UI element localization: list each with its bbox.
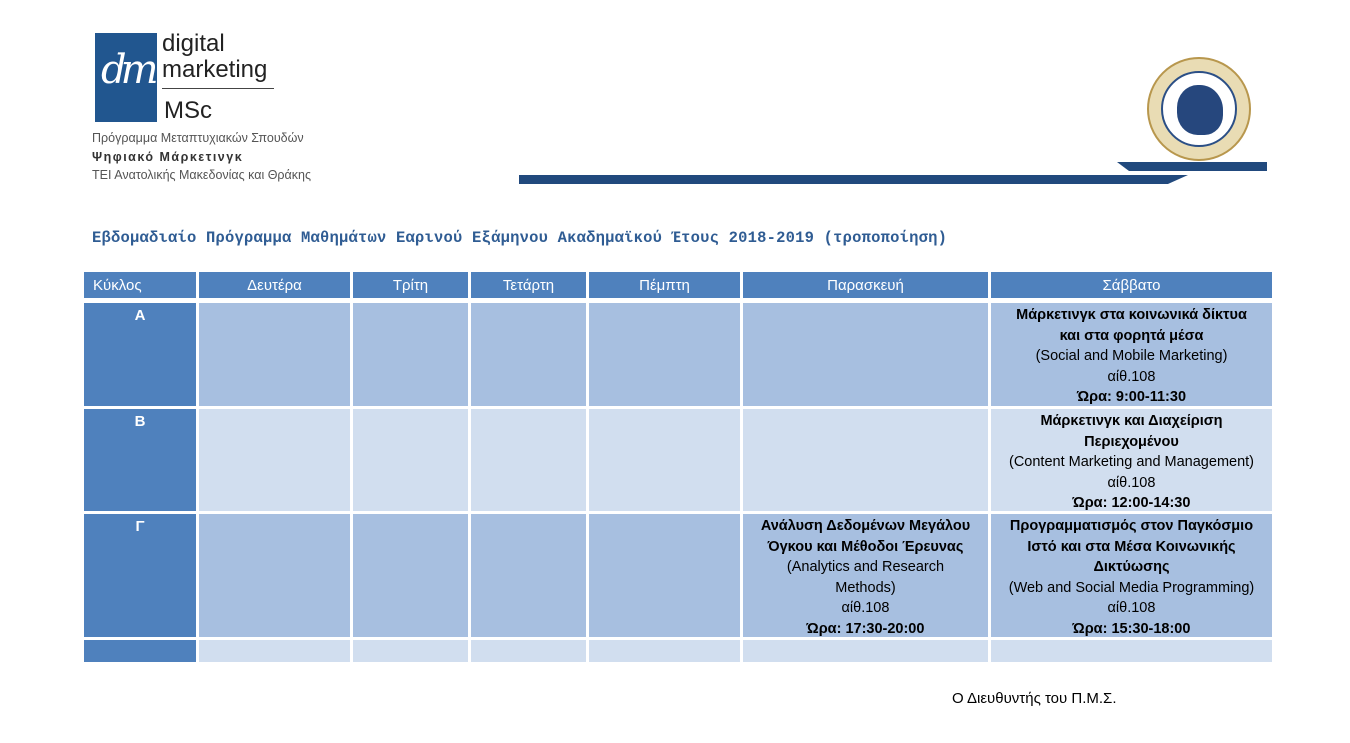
- institution-name: ΤΕΙ Ανατολικής Μακεδονίας και Θράκης: [92, 168, 312, 182]
- header-bar-short: [1117, 162, 1267, 171]
- cycle-a: Α: [84, 303, 196, 406]
- course-time: Ώρα: 17:30-20:00: [806, 620, 925, 637]
- course-room: αίθ.108: [841, 600, 890, 616]
- cell-empty-wednesday: [471, 640, 586, 662]
- course-time: Ώρα: 15:30-18:00: [1072, 620, 1191, 637]
- course-title-line: Δικτύωσης: [1093, 559, 1170, 575]
- course-content-marketing: Μάρκετινγκ και Διαχείριση Περιεχομένου (…: [991, 409, 1272, 511]
- course-social-mobile-marketing: Μάρκετινγκ στα κοινωνικά δίκτυα και στα …: [991, 303, 1272, 406]
- logo-mark: dm: [95, 33, 158, 122]
- header-saturday: Σάββατο: [991, 272, 1272, 298]
- logo-text-digital: digital: [162, 30, 225, 57]
- course-title-line: Περιεχομένου: [1084, 433, 1179, 450]
- course-room: αίθ.108: [1107, 474, 1156, 491]
- cell-c-monday: [199, 514, 350, 637]
- header-tuesday: Τρίτη: [353, 272, 468, 298]
- header-monday: Δευτέρα: [199, 272, 350, 298]
- header-bar-long: [519, 175, 1188, 184]
- cell-b-thursday: [589, 409, 740, 511]
- course-english: (Analytics and Research: [786, 559, 945, 575]
- header-cycle: Κύκλος: [84, 272, 196, 298]
- course-time: Ώρα: 9:00-11:30: [1076, 389, 1187, 405]
- course-english: (Social and Mobile Marketing): [1035, 348, 1228, 364]
- course-title-line: και στα φορητά μέσα: [1059, 327, 1204, 344]
- cell-empty-friday: [743, 640, 988, 662]
- course-title-line: Ιστό και στα Μέσα Κοινωνικής: [1027, 538, 1236, 555]
- cell-c-wednesday: [471, 514, 586, 637]
- page-title: Εβδομαδιαίο Πρόγραμμα Μαθημάτων Εαρινού …: [92, 229, 948, 247]
- cell-a-friday: [743, 303, 988, 406]
- cell-a-thursday: [589, 303, 740, 406]
- cycle-b: Β: [84, 409, 196, 511]
- header-wednesday: Τετάρτη: [471, 272, 586, 298]
- header-thursday: Πέμπτη: [589, 272, 740, 298]
- director-signature-label: Ο Διευθυντής του Π.Μ.Σ.: [952, 690, 1117, 707]
- program-name: Ψηφιακό Μάρκετινγκ: [92, 150, 244, 164]
- course-room: αίθ.108: [1107, 368, 1156, 385]
- header-friday: Παρασκευή: [743, 272, 988, 298]
- institution-seal-icon: [1147, 57, 1251, 161]
- course-title-line: Όγκου και Μέθοδοι Έρευνας: [767, 538, 964, 555]
- seal-inner-ring: [1161, 71, 1237, 147]
- cycle-empty: [84, 640, 196, 662]
- cell-empty-tuesday: [353, 640, 468, 662]
- cell-b-monday: [199, 409, 350, 511]
- seal-head-emblem: [1177, 85, 1223, 135]
- logo-divider: [162, 88, 274, 89]
- cell-c-thursday: [589, 514, 740, 637]
- cell-empty-thursday: [589, 640, 740, 662]
- cell-b-friday: [743, 409, 988, 511]
- course-english: (Web and Social Media Programming): [1008, 579, 1255, 596]
- cell-a-monday: [199, 303, 350, 406]
- course-room: αίθ.108: [1107, 600, 1156, 616]
- cell-b-tuesday: [353, 409, 468, 511]
- course-english: Methods): [835, 579, 896, 596]
- course-english: (Content Marketing and Management): [1008, 454, 1255, 470]
- course-title-line: Προγραμματισμός στον Παγκόσμιο: [1009, 518, 1254, 534]
- course-time: Ώρα: 12:00-14:30: [1072, 495, 1191, 511]
- cell-b-wednesday: [471, 409, 586, 511]
- course-web-social-programming: Προγραμματισμός στον Παγκόσμιο Ιστό και …: [991, 514, 1272, 637]
- cell-a-wednesday: [471, 303, 586, 406]
- course-analytics-research: Ανάλυση Δεδομένων Μεγάλου Όγκου και Μέθο…: [743, 514, 988, 637]
- cell-a-tuesday: [353, 303, 468, 406]
- course-title-line: Μάρκετινγκ στα κοινωνικά δίκτυα: [1016, 307, 1247, 323]
- cell-empty-saturday: [991, 640, 1272, 662]
- logo-text-msc: MSc: [164, 97, 212, 124]
- logo-monogram: dm: [101, 47, 158, 93]
- course-title-line: Ανάλυση Δεδομένων Μεγάλου: [760, 518, 971, 534]
- logo-text-marketing: marketing: [162, 56, 268, 83]
- cell-empty-monday: [199, 640, 350, 662]
- cell-c-tuesday: [353, 514, 468, 637]
- cycle-c: Γ: [84, 514, 196, 637]
- course-title-line: Μάρκετινγκ και Διαχείριση: [1040, 413, 1223, 429]
- program-label: Πρόγραμμα Μεταπτυχιακών Σπουδών: [92, 131, 304, 145]
